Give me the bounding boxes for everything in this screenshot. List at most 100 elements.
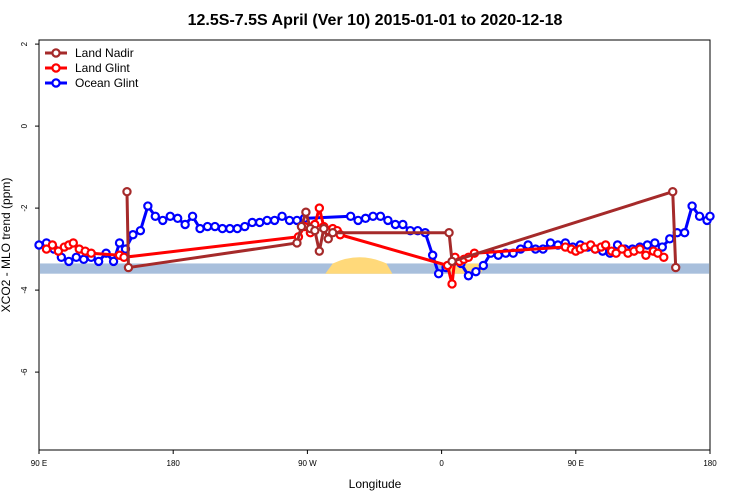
data-point-ocean-glint — [705, 211, 715, 221]
data-point-ocean-glint — [128, 230, 138, 240]
data-point-ocean-glint — [433, 269, 444, 279]
data-point-land-glint — [653, 248, 663, 258]
data-point-land-nadir — [314, 246, 325, 256]
data-point-ocean-glint — [375, 211, 386, 221]
data-point-ocean-glint — [210, 221, 220, 232]
data-point-ocean-glint — [360, 213, 371, 224]
data-point-ocean-glint — [93, 256, 104, 267]
data-point-ocean-glint — [254, 217, 265, 228]
data-point-ocean-glint — [398, 219, 408, 230]
data-point-land-nadir — [122, 186, 132, 197]
data-point-land-nadir — [123, 262, 134, 273]
data-point-land-glint — [611, 248, 621, 258]
data-point-ocean-glint — [353, 215, 363, 226]
series-land-nadir — [122, 186, 681, 273]
data-point-ocean-glint — [71, 252, 81, 262]
data-point-land-glint — [68, 238, 78, 248]
data-point-ocean-glint — [687, 201, 697, 211]
legend-swatch-marker — [51, 78, 61, 88]
series-layer — [34, 186, 715, 289]
data-point-land-glint — [447, 279, 457, 289]
data-point-ocean-glint — [427, 250, 438, 260]
data-point-land-glint — [314, 203, 325, 213]
data-point-land-glint — [600, 240, 611, 250]
data-point-ocean-glint — [217, 223, 228, 234]
data-point-ocean-glint — [545, 238, 556, 248]
land-patch — [325, 257, 393, 274]
legend-item-ocean-glint: Ocean Glint — [45, 76, 139, 90]
data-point-ocean-glint — [383, 215, 393, 226]
data-point-ocean-glint — [64, 256, 74, 267]
data-point-land-nadir — [292, 238, 302, 248]
data-point-ocean-glint — [143, 201, 153, 211]
data-point-ocean-glint — [202, 221, 213, 232]
data-point-land-glint — [635, 244, 645, 254]
y-tick-label: -4 — [20, 286, 29, 294]
data-point-ocean-glint — [277, 211, 287, 221]
data-point-ocean-glint — [463, 271, 474, 281]
data-point-ocean-glint — [150, 211, 161, 221]
data-point-ocean-glint — [135, 225, 146, 236]
data-point-ocean-glint — [108, 256, 119, 267]
y-tick-label: 2 — [20, 41, 29, 46]
data-point-land-nadir — [668, 186, 678, 197]
data-point-ocean-glint — [195, 223, 205, 234]
data-point-ocean-glint — [240, 221, 250, 232]
data-point-ocean-glint — [79, 254, 89, 265]
data-point-land-nadir — [310, 225, 320, 236]
data-point-land-nadir — [319, 223, 329, 234]
data-point-land-nadir — [296, 221, 307, 232]
series-land-glint — [41, 203, 669, 289]
data-point-land-glint — [617, 244, 627, 254]
data-point-ocean-glint — [187, 211, 198, 221]
legend-item-land-nadir: Land Nadir — [45, 46, 134, 60]
data-point-ocean-glint — [679, 227, 690, 238]
y-axis: 2 0 -2 -4 -6 — [20, 41, 39, 376]
data-point-ocean-glint — [284, 215, 295, 226]
data-point-ocean-glint — [165, 211, 175, 221]
x-tick-label: 90 E — [568, 459, 584, 468]
data-point-land-glint — [53, 246, 64, 256]
y-axis-label: XCO2 - MLO trend (ppm) — [0, 178, 13, 313]
y-tick-label: 0 — [20, 123, 29, 128]
data-point-ocean-glint — [269, 215, 280, 226]
data-point-land-nadir — [671, 262, 681, 273]
legend-item-land-glint: Land Glint — [45, 61, 130, 75]
y-tick-label: -2 — [20, 204, 29, 212]
data-point-land-glint — [641, 250, 651, 260]
data-point-ocean-glint — [34, 240, 44, 250]
data-point-ocean-glint — [368, 211, 378, 221]
data-point-ocean-glint — [478, 260, 489, 271]
data-point-land-glint — [119, 252, 129, 262]
data-point-land-nadir — [301, 207, 311, 217]
data-point-ocean-glint — [247, 217, 257, 228]
data-point-ocean-glint — [232, 223, 243, 234]
data-point-land-nadir — [447, 256, 457, 267]
chart-title: 12.5S-7.5S April (Ver 10) 2015-01-01 to … — [188, 12, 563, 29]
y-tick-label: -6 — [20, 368, 29, 376]
data-point-ocean-glint — [642, 240, 653, 250]
x-tick-label: 180 — [167, 459, 181, 468]
data-point-land-nadir — [323, 234, 333, 244]
x-axis: 90 E 180 90 W 0 90 E 180 — [31, 450, 717, 468]
data-point-land-glint — [47, 240, 58, 250]
data-point-ocean-glint — [694, 211, 705, 221]
x-tick-label: 90 W — [298, 459, 317, 468]
data-point-ocean-glint — [172, 213, 183, 224]
data-point-ocean-glint — [665, 234, 675, 244]
data-point-ocean-glint — [523, 240, 533, 250]
data-point-ocean-glint — [650, 238, 660, 248]
data-point-ocean-glint — [657, 242, 667, 252]
legend-label: Ocean Glint — [75, 76, 139, 90]
data-point-land-glint — [86, 248, 96, 258]
x-tick-label: 90 E — [31, 459, 47, 468]
legend-label: Land Glint — [75, 61, 130, 75]
legend-label: Land Nadir — [75, 46, 134, 60]
data-point-ocean-glint — [471, 266, 481, 277]
data-point-ocean-glint — [114, 238, 125, 248]
x-tick-label: 180 — [703, 459, 717, 468]
data-point-ocean-glint — [180, 219, 190, 230]
data-point-land-glint — [41, 244, 52, 254]
